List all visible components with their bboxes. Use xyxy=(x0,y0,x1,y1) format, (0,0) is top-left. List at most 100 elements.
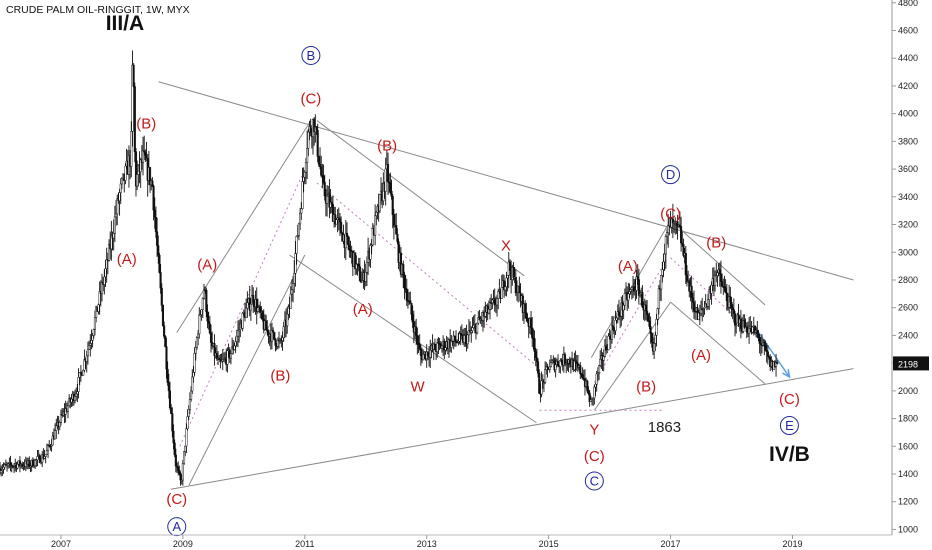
candle-body xyxy=(234,341,237,347)
candle-body xyxy=(178,470,181,474)
candle-body xyxy=(622,304,625,311)
candle-body xyxy=(299,212,302,225)
candle-body xyxy=(384,168,387,192)
candle-body xyxy=(282,326,285,339)
candle-body xyxy=(66,405,70,412)
wave-label: III/A xyxy=(106,12,145,35)
candle-body xyxy=(124,165,127,181)
wave-label: (B) xyxy=(136,115,156,132)
candle-body xyxy=(304,162,308,173)
wave-label-circle: A xyxy=(172,519,181,534)
candle-body xyxy=(627,293,630,301)
candle-body xyxy=(476,322,479,334)
candle-body xyxy=(119,183,122,193)
candle-body xyxy=(534,351,537,359)
candle-body xyxy=(419,349,422,356)
candle-body xyxy=(537,361,540,374)
candle-body xyxy=(493,298,496,306)
candle-body xyxy=(409,300,412,304)
candle-body xyxy=(306,148,309,164)
candle-body xyxy=(707,299,710,307)
wave-label: Y xyxy=(589,422,599,439)
candle-body xyxy=(650,333,653,343)
candle-body xyxy=(648,320,651,327)
candle-body xyxy=(657,288,660,309)
candle-body xyxy=(103,276,106,285)
candle-body xyxy=(653,343,656,352)
candle-body xyxy=(236,330,240,337)
candle-body xyxy=(159,272,162,289)
candle-body xyxy=(535,357,538,363)
wave-label: (A) xyxy=(117,251,137,268)
candle-body xyxy=(54,430,57,440)
candle-body xyxy=(317,156,320,165)
x-tick-label: 2009 xyxy=(173,539,193,549)
candle-body xyxy=(16,463,19,469)
candle-body xyxy=(484,311,487,317)
candle-body xyxy=(246,302,249,309)
wave-label: (B) xyxy=(270,368,290,385)
candle-body xyxy=(133,86,136,153)
candle-body xyxy=(396,234,399,242)
candle-body xyxy=(154,217,157,233)
candle-body xyxy=(249,303,252,311)
candle-body xyxy=(151,180,154,187)
candle-body xyxy=(504,286,507,291)
wave-label: (B) xyxy=(706,235,726,252)
y-tick-label: 2600 xyxy=(898,303,918,313)
candle-body xyxy=(680,226,683,244)
candle-body xyxy=(491,299,494,303)
y-tick-label: 4400 xyxy=(898,53,918,63)
trendline xyxy=(670,220,766,306)
wave-label: (C) xyxy=(166,491,187,508)
candle-body xyxy=(167,382,170,392)
candle-body xyxy=(508,261,511,271)
candle-body xyxy=(86,348,89,357)
candle-body xyxy=(586,380,589,392)
candle-body xyxy=(554,364,557,370)
wave-circle-marker xyxy=(301,45,321,65)
wave-label: IV/B xyxy=(769,443,810,466)
candle-body xyxy=(113,216,116,234)
candle-body xyxy=(646,310,649,315)
candle-body xyxy=(95,306,98,318)
candle-body xyxy=(703,306,706,309)
candle-body xyxy=(322,175,325,183)
candle-body xyxy=(44,454,47,457)
candle-body xyxy=(205,289,208,313)
x-tick-label: 2015 xyxy=(539,539,559,549)
candle-body xyxy=(252,294,255,304)
candle-body xyxy=(529,318,533,329)
candle-body xyxy=(198,314,201,335)
candle-body xyxy=(345,232,349,237)
candle-body xyxy=(274,338,277,346)
trendline xyxy=(316,120,525,277)
wave-label: (A) xyxy=(618,258,638,275)
candle-body xyxy=(59,414,63,423)
candle-body xyxy=(581,374,584,379)
wave-label: (C) xyxy=(779,391,800,408)
candle-body xyxy=(192,372,195,378)
candle-body xyxy=(118,192,121,202)
candle-body xyxy=(233,345,236,350)
wave-label-circle: C xyxy=(590,473,599,488)
candle-body xyxy=(43,456,46,459)
candle-body xyxy=(730,302,733,309)
candle-body xyxy=(340,221,343,234)
candle-body xyxy=(560,360,563,363)
candle-body xyxy=(153,209,156,218)
candle-body xyxy=(91,335,94,341)
candle-body xyxy=(735,324,738,327)
candle-body xyxy=(369,244,372,260)
candle-body xyxy=(617,311,621,316)
candle-body xyxy=(209,332,213,343)
candle-body xyxy=(241,312,244,329)
candle-body xyxy=(375,211,378,216)
candle-body xyxy=(9,462,12,466)
candle-body xyxy=(207,320,210,325)
y-tick-label: 4600 xyxy=(898,25,918,35)
current-price-box xyxy=(893,356,929,371)
candle-body xyxy=(718,269,721,275)
